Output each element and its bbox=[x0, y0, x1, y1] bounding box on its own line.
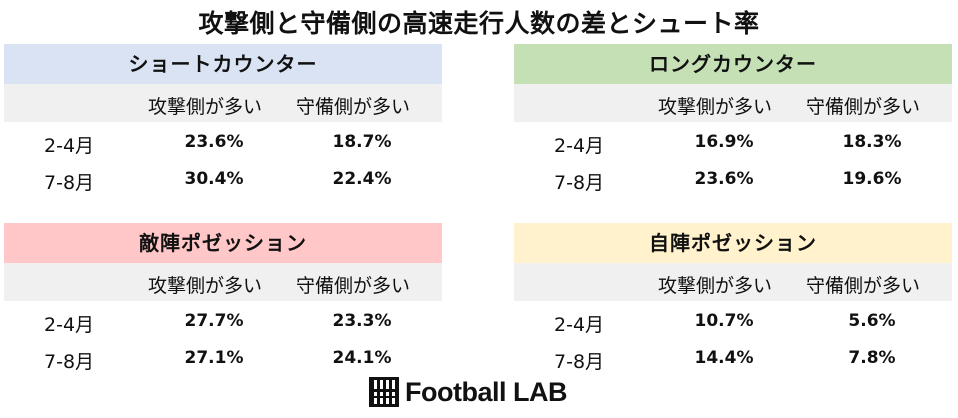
period-label: 2-4月 bbox=[44, 135, 95, 157]
period-label: 7-8月 bbox=[44, 172, 95, 194]
column-header-defense: 守備側が多い bbox=[296, 96, 411, 118]
table-row: 7-8月 27.1% 24.1% bbox=[4, 338, 442, 375]
value-attack: 23.6% bbox=[694, 169, 754, 189]
period-label: 2-4月 bbox=[554, 135, 605, 157]
value-defense: 23.3% bbox=[332, 311, 392, 331]
value-defense: 24.1% bbox=[332, 348, 392, 368]
value-attack: 23.6% bbox=[184, 132, 244, 152]
table-row: 2-4月 10.7% 5.6% bbox=[514, 301, 952, 338]
value-defense: 18.3% bbox=[842, 132, 902, 152]
table-long-counter: ロングカウンター 攻撃側が多い 守備側が多い 2-4月 16.9% 18.3% … bbox=[514, 44, 952, 196]
value-attack: 27.7% bbox=[184, 311, 244, 331]
column-header-row: 攻撃側が多い 守備側が多い bbox=[514, 84, 952, 122]
value-attack: 16.9% bbox=[694, 132, 754, 152]
table-own-half-possession: 自陣ポゼッション 攻撃側が多い 守備側が多い 2-4月 10.7% 5.6% 7… bbox=[514, 223, 952, 375]
period-label: 7-8月 bbox=[44, 351, 95, 373]
value-defense: 18.7% bbox=[332, 132, 392, 152]
value-defense: 7.8% bbox=[848, 348, 896, 368]
period-label: 7-8月 bbox=[554, 351, 605, 373]
table-row: 7-8月 23.6% 19.6% bbox=[514, 159, 952, 196]
logo-text: Football LAB bbox=[405, 376, 567, 407]
panel-header: ロングカウンター bbox=[514, 44, 952, 84]
column-header-attack: 攻撃側が多い bbox=[658, 96, 773, 118]
value-attack: 14.4% bbox=[694, 348, 754, 368]
page-title: 攻撃側と守備側の高速走行人数の差とシュート率 bbox=[198, 9, 760, 38]
period-label: 7-8月 bbox=[554, 172, 605, 194]
value-attack: 30.4% bbox=[184, 169, 244, 189]
value-defense: 22.4% bbox=[332, 169, 392, 189]
value-attack: 10.7% bbox=[694, 311, 754, 331]
table-row: 7-8月 30.4% 22.4% bbox=[4, 159, 442, 196]
column-header-defense: 守備側が多い bbox=[806, 275, 921, 297]
column-header-attack: 攻撃側が多い bbox=[148, 96, 263, 118]
column-header-attack: 攻撃側が多い bbox=[148, 275, 263, 297]
table-short-counter: ショートカウンター 攻撃側が多い 守備側が多い 2-4月 23.6% 18.7%… bbox=[4, 44, 442, 196]
column-header-row: 攻撃側が多い 守備側が多い bbox=[514, 263, 952, 301]
table-row: 2-4月 23.6% 18.7% bbox=[4, 122, 442, 159]
period-label: 2-4月 bbox=[44, 314, 95, 336]
football-lab-logo-icon bbox=[369, 377, 399, 407]
football-lab-logo: Football LAB bbox=[369, 376, 567, 408]
table-row: 2-4月 16.9% 18.3% bbox=[514, 122, 952, 159]
value-defense: 5.6% bbox=[848, 311, 896, 331]
panel-header: 自陣ポゼッション bbox=[514, 223, 952, 263]
column-header-defense: 守備側が多い bbox=[806, 96, 921, 118]
column-header-row: 攻撃側が多い 守備側が多い bbox=[4, 263, 442, 301]
column-header-attack: 攻撃側が多い bbox=[658, 275, 773, 297]
period-label: 2-4月 bbox=[554, 314, 605, 336]
column-header-row: 攻撃側が多い 守備側が多い bbox=[4, 84, 442, 122]
panel-header: 敵陣ポゼッション bbox=[4, 223, 442, 263]
value-defense: 19.6% bbox=[842, 169, 902, 189]
panel-header: ショートカウンター bbox=[4, 44, 442, 84]
table-opponent-half-possession: 敵陣ポゼッション 攻撃側が多い 守備側が多い 2-4月 27.7% 23.3% … bbox=[4, 223, 442, 375]
column-header-defense: 守備側が多い bbox=[296, 275, 411, 297]
table-row: 2-4月 27.7% 23.3% bbox=[4, 301, 442, 338]
value-attack: 27.1% bbox=[184, 348, 244, 368]
table-row: 7-8月 14.4% 7.8% bbox=[514, 338, 952, 375]
